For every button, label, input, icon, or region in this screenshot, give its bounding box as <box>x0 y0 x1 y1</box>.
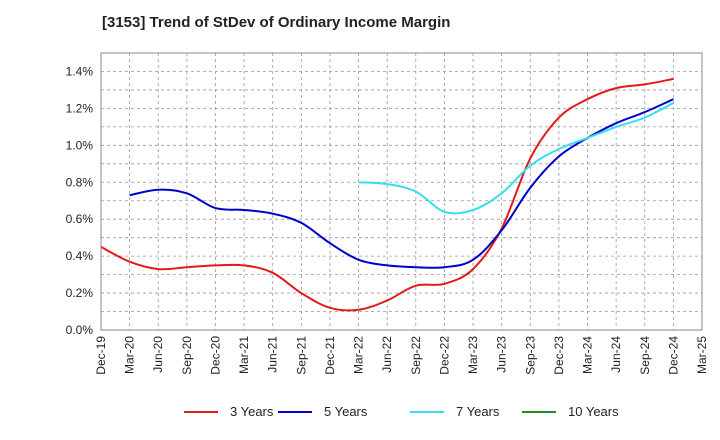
x-axis-ticks: Dec-19 Mar-20 Jun-20 Sep-20 Dec-20 Mar-21 Jun-… <box>94 336 709 375</box>
legend-swatch <box>184 410 218 413</box>
x-tick-label: Sep-23 <box>523 336 537 375</box>
x-tick-label: Jun-21 <box>266 336 280 373</box>
legend-swatch <box>522 410 556 413</box>
y-tick-label: 1.0% <box>66 138 94 152</box>
series-line-3-years <box>100 77 674 312</box>
legend-label: 10 Years <box>568 404 619 419</box>
x-tick-label: Dec-19 <box>94 336 108 375</box>
y-tick-label: 0.8% <box>66 175 94 189</box>
legend-swatch <box>278 410 312 413</box>
x-tick-label: Jun-24 <box>609 336 623 373</box>
legend-label: 5 Years <box>324 404 368 419</box>
x-tick-label: Jun-20 <box>151 336 165 373</box>
x-tick-label: Dec-22 <box>437 336 451 375</box>
legend: 3 Years 5 Years 7 Years 10 Years <box>0 404 720 426</box>
x-tick-label: Sep-20 <box>180 336 194 375</box>
legend-item: 3 Years <box>184 404 273 419</box>
plot-frame <box>100 52 703 331</box>
legend-label: 3 Years <box>230 404 274 419</box>
x-tick-label: Dec-21 <box>323 336 337 375</box>
x-tick-label: Dec-24 <box>666 336 680 375</box>
legend-item: 5 Years <box>278 404 367 419</box>
x-tick-label: Mar-22 <box>352 336 366 374</box>
x-tick-label: Dec-20 <box>208 336 222 375</box>
series-lines <box>100 77 674 312</box>
x-tick-label: Sep-24 <box>638 336 652 375</box>
series-line-5-years <box>129 98 674 269</box>
y-tick-label: 0.0% <box>66 323 94 337</box>
y-tick-label: 0.2% <box>66 286 94 300</box>
x-tick-label: Mar-24 <box>581 336 595 374</box>
legend-item: 7 Years <box>410 404 499 419</box>
x-tick-label: Dec-23 <box>552 336 566 375</box>
y-tick-label: 1.2% <box>66 101 94 115</box>
x-tick-label: Jun-23 <box>495 336 509 373</box>
y-tick-label: 0.4% <box>66 249 94 263</box>
x-tick-label: Sep-22 <box>409 336 423 375</box>
x-tick-label: Sep-21 <box>294 336 308 375</box>
legend-label: 7 Years <box>456 404 500 419</box>
grid <box>100 52 703 331</box>
y-tick-label: 0.6% <box>66 212 94 226</box>
series-line-7-years <box>358 102 674 215</box>
x-tick-label: Mar-25 <box>695 336 709 374</box>
x-tick-label: Mar-21 <box>237 336 251 374</box>
legend-item: 10 Years <box>522 404 619 419</box>
y-axis-ticks: 0.0% 0.2% 0.4% 0.6% 0.8% 1.0% 1.2% 1.4% <box>66 64 94 337</box>
chart-title: [3153] Trend of StDev of Ordinary Income… <box>102 14 451 31</box>
x-tick-label: Mar-23 <box>466 336 480 374</box>
y-tick-label: 1.4% <box>66 64 94 78</box>
x-tick-label: Jun-22 <box>380 336 394 373</box>
legend-swatch <box>410 410 444 413</box>
x-tick-label: Mar-20 <box>123 336 137 374</box>
